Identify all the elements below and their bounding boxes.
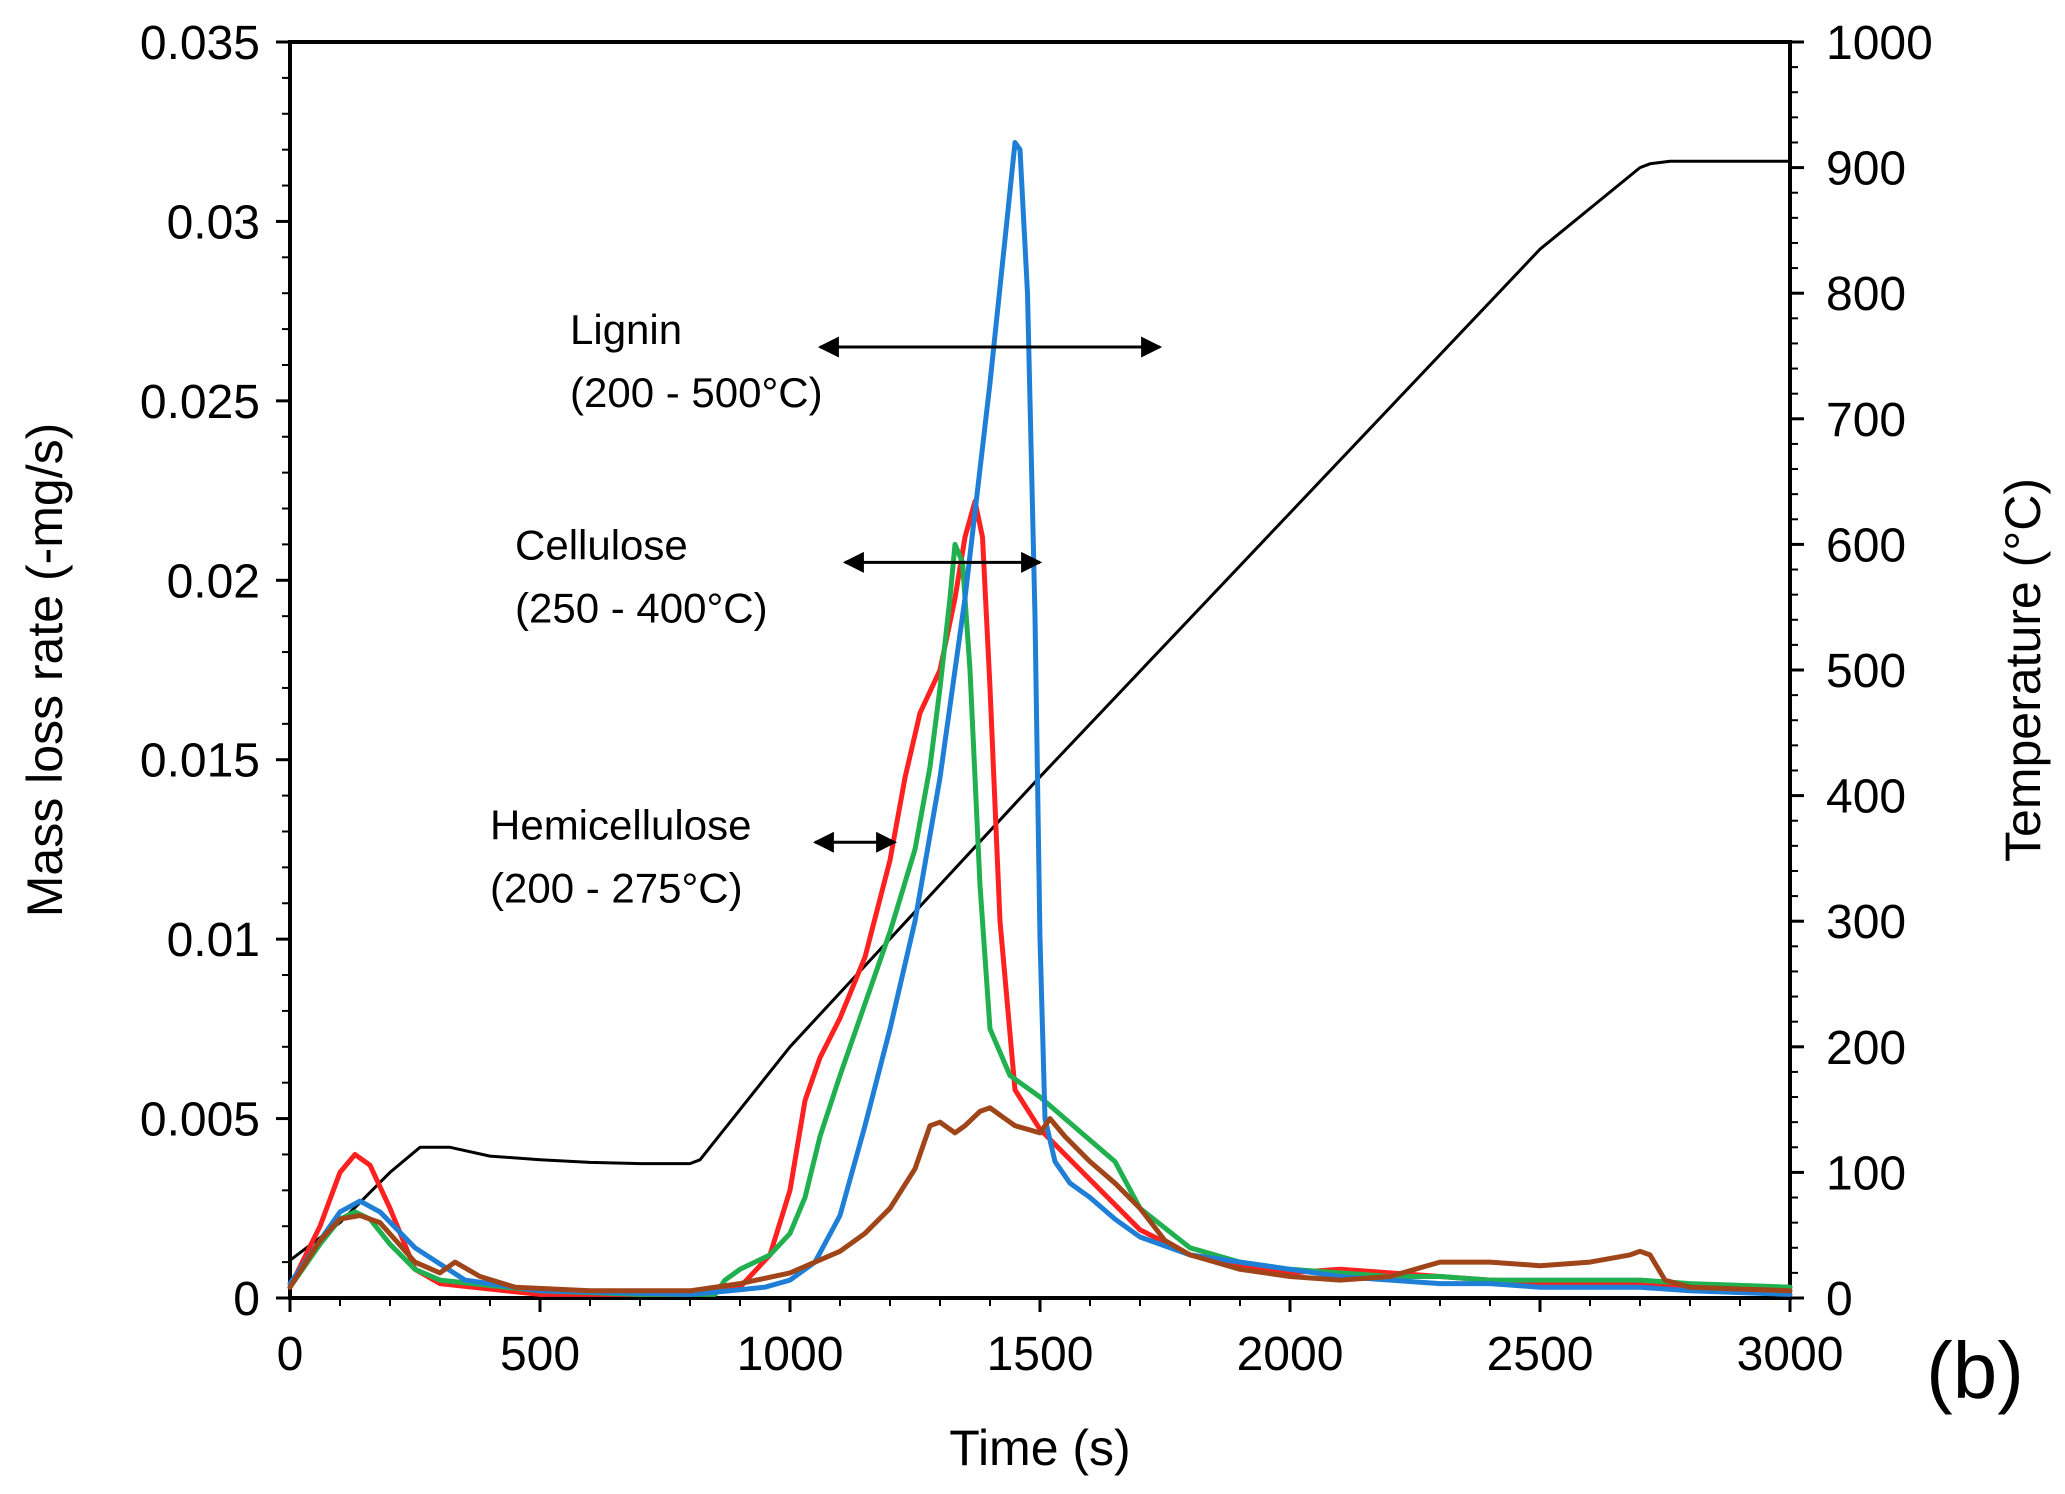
cellulose-range: (250 - 400°C)	[515, 584, 768, 631]
y2-axis-title: Temperature (°C)	[1995, 478, 2051, 862]
y-tick-label: 0.01	[167, 914, 260, 967]
tick-labels: 0 500 1000 1500 2000 2500 300000.0050.010.0150…	[140, 17, 1933, 1381]
y-tick-label: 0.03	[167, 196, 260, 249]
y2-tick-label: 800	[1826, 268, 1906, 321]
y2-tick-label: 1000	[1826, 17, 1933, 70]
x-tick-label: 500	[500, 1328, 580, 1381]
y-tick-label: 0.02	[167, 555, 260, 608]
series-line-brown-sample	[287, 1105, 1793, 1294]
y2-tick-label: 200	[1826, 1022, 1906, 1075]
series-line-temperature	[288, 159, 1792, 1262]
x-tick-label: 1500	[987, 1328, 1094, 1381]
lignin-range: (200 - 500°C)	[570, 369, 823, 416]
lignin-label: Lignin	[570, 306, 682, 353]
hemicellulose-range: (200 - 275°C)	[490, 864, 743, 911]
hemicellulose-label: Hemicellulose	[490, 801, 751, 848]
y-tick-label: 0.015	[140, 735, 260, 788]
y2-tick-label: 600	[1826, 519, 1906, 572]
axis-ticks	[276, 40, 1804, 1312]
y2-tick-label: 500	[1826, 645, 1906, 698]
series-line-red-sample	[287, 498, 1793, 1297]
y-tick-label: 0.005	[140, 1094, 260, 1147]
x-tick-label: 0	[277, 1328, 304, 1381]
x-tick-label: 2000	[1237, 1328, 1344, 1381]
x-axis-title: Time (s)	[949, 1420, 1130, 1476]
annotations: Lignin (200 - 500°C) Cellulose (250 - 400°C…	[490, 306, 1163, 911]
x-tick-label: 2500	[1487, 1328, 1594, 1381]
y2-tick-label: 400	[1826, 771, 1906, 824]
y2-tick-label: 100	[1826, 1147, 1906, 1200]
y2-tick-label: 700	[1826, 394, 1906, 447]
series-line-blue-sample	[287, 140, 1793, 1297]
x-tick-label: 1000	[737, 1328, 844, 1381]
y-tick-label: 0	[233, 1273, 260, 1326]
cellulose-label: Cellulose	[515, 521, 688, 568]
y-tick-label: 0.025	[140, 376, 260, 429]
y2-tick-label: 0	[1826, 1273, 1853, 1326]
y-tick-label: 0.035	[140, 17, 260, 70]
y-axis-title: Mass loss rate (-mg/s)	[17, 423, 73, 918]
x-tick-label: 3000	[1737, 1328, 1844, 1381]
panel-label: (b)	[1926, 1326, 2024, 1415]
y2-tick-label: 900	[1826, 143, 1906, 196]
series-lines	[287, 140, 1793, 1297]
y2-tick-label: 300	[1826, 896, 1906, 949]
